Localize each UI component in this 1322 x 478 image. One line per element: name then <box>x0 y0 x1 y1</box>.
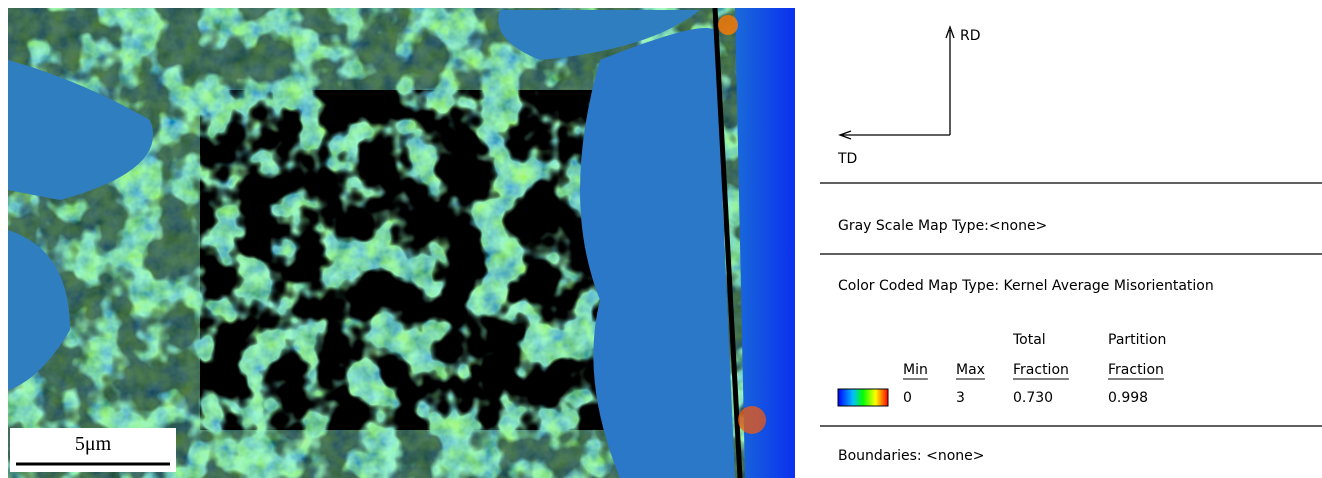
column-header: Partition <box>1108 332 1166 348</box>
axes-arrows <box>840 27 954 139</box>
gray-scale-type: Gray Scale Map Type:<none> <box>838 218 1047 234</box>
column-header: Fraction <box>1013 362 1069 378</box>
color-coded-type: Color Coded Map Type: Kernel Average Mis… <box>838 278 1214 294</box>
boundaries: Boundaries: <none> <box>838 448 985 464</box>
figure: 5μm RD TD Gray Scale Map Type:<none> Col… <box>0 0 1322 478</box>
color-bar <box>838 389 888 406</box>
column-value: 0 <box>903 390 912 406</box>
column-header: Min <box>903 362 928 378</box>
column-value: 3 <box>956 390 965 406</box>
column-value: 0.998 <box>1108 390 1148 406</box>
scale-bar-label: 5μm <box>75 433 112 455</box>
column-header: Total <box>1012 332 1046 348</box>
column-header: Max <box>956 362 985 378</box>
td-label: TD <box>837 151 857 167</box>
column-header: Fraction <box>1108 362 1164 378</box>
kam-map <box>8 8 795 478</box>
rd-label: RD <box>960 28 981 44</box>
column-value: 0.730 <box>1013 390 1053 406</box>
